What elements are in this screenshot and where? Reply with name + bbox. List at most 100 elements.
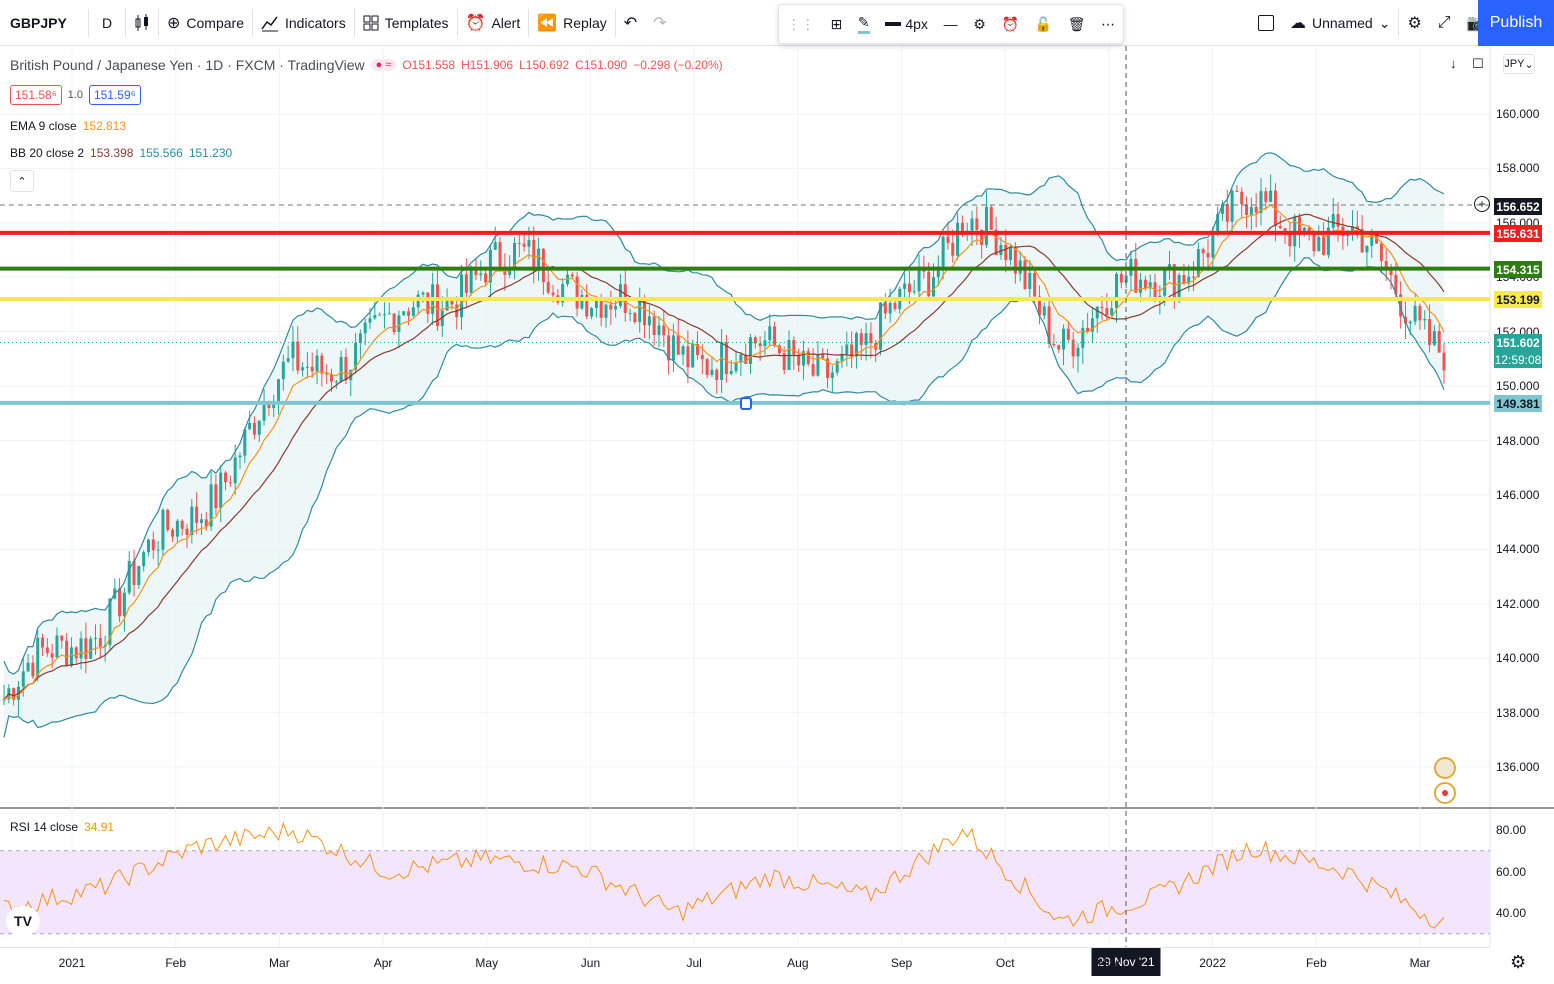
- scroll-down-icon[interactable]: ↓: [1450, 56, 1457, 71]
- candle-body: [1139, 279, 1143, 293]
- candle-body: [667, 335, 671, 361]
- candle-body: [469, 269, 473, 293]
- divider: [158, 8, 159, 37]
- ema-value: 152.813: [82, 118, 127, 133]
- candle-body: [1278, 226, 1282, 229]
- market-status-icon: ● ≈: [370, 59, 397, 71]
- candle-body: [662, 325, 666, 336]
- candle-body: [387, 313, 391, 315]
- candle-body: [792, 340, 796, 355]
- ema-legend[interactable]: EMA 9 close 152.813: [10, 112, 723, 139]
- event-flags[interactable]: [1434, 757, 1456, 804]
- layout-name-button[interactable]: ☁ Unnamed ⌄: [1282, 0, 1398, 46]
- candle-body: [970, 218, 974, 231]
- candle-body: [647, 316, 651, 326]
- line-style-icon[interactable]: —: [943, 16, 958, 32]
- currency-button[interactable]: JPY ⌄: [1503, 54, 1535, 74]
- candle-body: [1370, 232, 1374, 246]
- time-axis-label: Sep: [890, 956, 913, 970]
- candle-body: [941, 236, 945, 267]
- divider: [528, 8, 530, 37]
- symbol-description[interactable]: British Pound / Japanese Yen · 1D · FXCM…: [10, 57, 365, 73]
- candle-body: [354, 343, 358, 370]
- candle-body: [373, 315, 377, 319]
- candle-body: [1076, 347, 1080, 357]
- line-width-button[interactable]: 4px: [885, 16, 928, 32]
- alert-button[interactable]: ⏰ Alert: [458, 0, 529, 46]
- maximize-pane-icon[interactable]: ☐: [1472, 56, 1484, 71]
- chart-area[interactable]: [0, 46, 1554, 947]
- candle-body: [869, 333, 873, 344]
- candle-body: [1298, 217, 1302, 234]
- fullscreen-button[interactable]: ⤢: [1430, 0, 1459, 46]
- bb-lower-value: 151.230: [188, 145, 233, 160]
- candle-body: [1148, 282, 1152, 289]
- candle-body: [108, 598, 112, 646]
- rsi-axis-label: 40.00: [1496, 906, 1527, 920]
- candle-body: [739, 354, 743, 363]
- replay-label: Replay: [563, 14, 607, 31]
- collapse-legend-button[interactable]: ⌃: [10, 170, 34, 192]
- compare-button[interactable]: ⊕ Compare: [159, 0, 252, 46]
- candle-body: [79, 638, 83, 659]
- replay-button[interactable]: ⏪ Replay: [529, 0, 615, 46]
- lock-icon[interactable]: 🔓: [1034, 15, 1053, 32]
- chart-type-button[interactable]: [126, 0, 158, 46]
- candle-body: [1428, 319, 1432, 345]
- candle-body: [508, 267, 512, 275]
- interval-button[interactable]: D: [101, 14, 113, 31]
- symbol-search-button[interactable]: GBPJPY: [10, 14, 67, 31]
- candle-body: [763, 340, 767, 347]
- candle-body: [488, 249, 492, 283]
- candle-body: [36, 637, 40, 677]
- chevron-down-icon: ⌄: [1524, 58, 1534, 71]
- gear-icon[interactable]: ⚙: [973, 15, 986, 32]
- templates-button[interactable]: Templates: [355, 0, 457, 46]
- candle-body: [811, 364, 815, 376]
- price-axis-label: 136.000: [1496, 760, 1540, 774]
- candle-body: [1095, 306, 1099, 319]
- drag-handle-icon[interactable]: ⋮⋮: [786, 15, 815, 32]
- time-axis-label: Jun: [580, 956, 601, 970]
- indicators-button[interactable]: Indicators: [253, 0, 354, 46]
- uk-flag-icon[interactable]: [1434, 757, 1456, 779]
- candle-body: [301, 367, 305, 371]
- time-axis[interactable]: 29 Nov '21 2021 Feb Mar Apr May Jun Jul Aug Sep O…: [0, 947, 1490, 984]
- candle-body: [710, 369, 714, 375]
- time-axis-label: Feb: [165, 956, 187, 970]
- price-axis-label: 138.000: [1496, 705, 1540, 720]
- divider: [125, 8, 126, 37]
- candle-body: [758, 343, 762, 347]
- candle-body: [888, 302, 892, 314]
- buy-button[interactable]: 151.59⁶: [88, 85, 141, 105]
- line-anchor-handle[interactable]: [740, 397, 752, 410]
- sell-button[interactable]: 151.58⁶: [10, 85, 62, 105]
- select-layout-checkbox[interactable]: [1250, 0, 1282, 46]
- publish-button[interactable]: Publish: [1478, 0, 1554, 46]
- bb-legend[interactable]: BB 20 close 2 153.398 155.566 151.230: [10, 139, 723, 166]
- candle-body: [175, 520, 179, 537]
- divider: [88, 8, 89, 37]
- candle-body: [1423, 319, 1427, 321]
- alert-add-icon[interactable]: ⏰: [1001, 15, 1019, 32]
- pencil-icon[interactable]: ✎: [857, 14, 870, 34]
- cloud-icon: ☁: [1290, 15, 1306, 32]
- more-icon[interactable]: ⋯: [1101, 15, 1116, 32]
- redo-button[interactable]: ↷: [645, 0, 674, 46]
- rsi-legend[interactable]: RSI 14 close 34.91: [10, 820, 114, 834]
- add-price-line-icon[interactable]: +: [1474, 196, 1490, 212]
- trash-icon[interactable]: 🗑: [1067, 15, 1086, 32]
- gear-icon[interactable]: ⚙: [1510, 952, 1527, 972]
- tradingview-logo[interactable]: TV: [6, 906, 40, 936]
- candle-body: [464, 274, 468, 293]
- candle-body: [89, 638, 93, 659]
- settings-button[interactable]: ⚙: [1399, 0, 1429, 46]
- undo-button[interactable]: ↶: [616, 0, 645, 46]
- templates-grid-icon[interactable]: ⊞: [830, 15, 843, 32]
- candle-body: [1023, 260, 1027, 290]
- compare-label: Compare: [186, 14, 244, 31]
- candle-body: [946, 236, 950, 243]
- candle-body: [1134, 258, 1138, 293]
- candle-body: [118, 588, 122, 617]
- price-axis-label: 150.000: [1496, 379, 1540, 394]
